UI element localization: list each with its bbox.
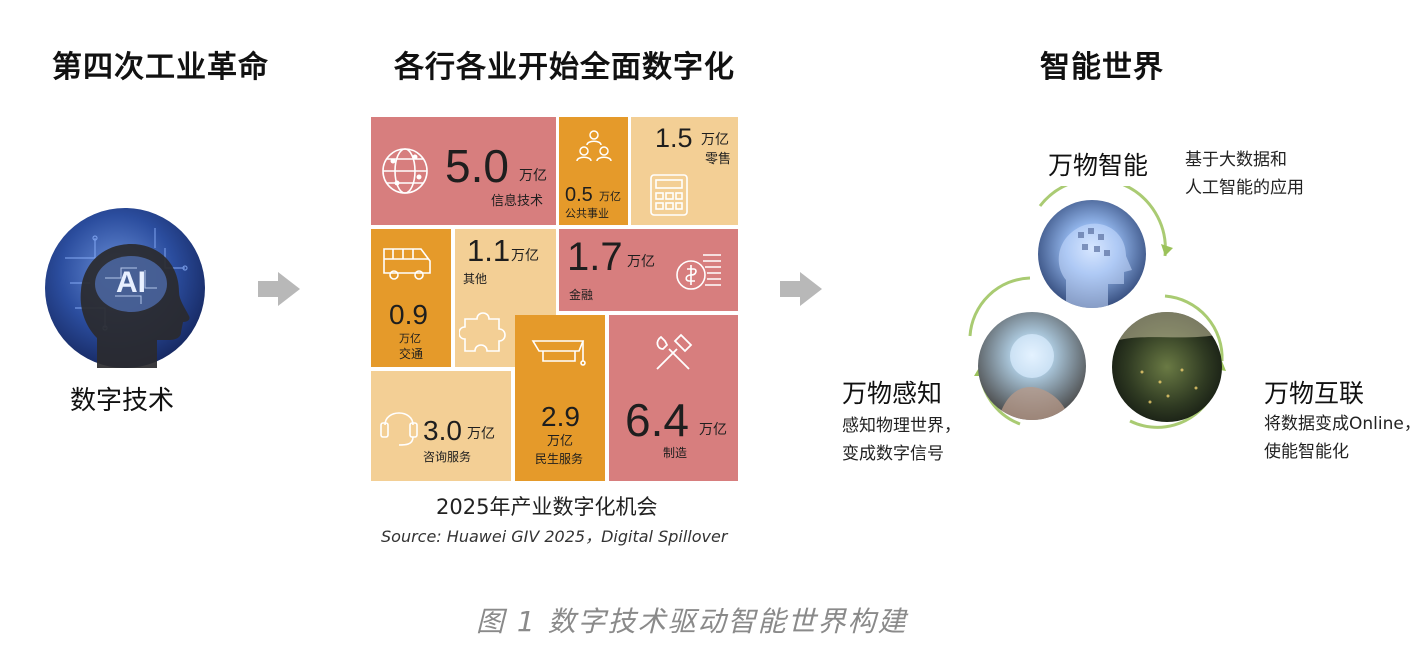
- section-title-intelligent-world: 智能世界: [1040, 50, 1164, 85]
- tile-public-unit: 万亿: [599, 190, 621, 203]
- tools-icon: [656, 333, 693, 370]
- section-title-digitalization: 各行各业开始全面数字化: [394, 50, 735, 85]
- intelligence-title: 万物智能: [1048, 151, 1149, 180]
- interconnect-desc-1: 将数据变成Online，: [1264, 414, 1421, 434]
- interconnect-title: 万物互联: [1264, 379, 1365, 408]
- perception-title: 万物感知: [842, 379, 943, 408]
- tile-manufacturing-label: 制造: [663, 446, 688, 460]
- flow-arrow-2: [780, 272, 824, 306]
- ai-badge-text: AI: [116, 266, 146, 299]
- tile-manufacturing-unit: 万亿: [699, 422, 727, 438]
- tile-transport-label: 交通: [399, 347, 424, 361]
- calculator-icon: [650, 174, 688, 216]
- tile-transport-value: 0.9: [389, 299, 428, 330]
- ring-top: [1038, 186, 1167, 257]
- tile-manufacturing-value: 6.4: [625, 394, 689, 446]
- headset-icon: [380, 412, 418, 446]
- industry-treemap: 5.0 万亿 信息技术 0.5 万亿 公共事业 1.5 万亿 零售: [371, 117, 738, 481]
- perception-image: [978, 312, 1086, 420]
- tile-finance-unit: 万亿: [627, 254, 655, 270]
- graduation-cap-icon: [531, 340, 586, 366]
- tile-other-label: 其他: [463, 272, 488, 286]
- digital-tech-label: 数字技术: [70, 386, 175, 416]
- intelligence-image: [1038, 200, 1146, 308]
- tile-consulting-label: 咨询服务: [423, 450, 472, 464]
- tile-manufacturing: 6.4 万亿 制造: [609, 315, 738, 481]
- tile-information-technology: 5.0 万亿 信息技术: [371, 117, 556, 225]
- perception-desc-1: 感知物理世界，: [842, 416, 961, 436]
- tile-livelihood-unit: 万亿: [547, 434, 574, 449]
- ai-head-image: AI: [45, 208, 205, 368]
- tile-public-utilities: 0.5 万亿 公共事业: [559, 117, 628, 225]
- perception-desc-2: 变成数字信号: [842, 444, 944, 464]
- tile-livelihood-label: 民生服务: [535, 452, 584, 466]
- flow-arrow-1: [258, 272, 302, 306]
- interconnect-desc-2: 使能智能化: [1264, 442, 1349, 462]
- tile-finance-label: 金融: [569, 288, 594, 302]
- tile-consulting-value: 3.0: [423, 415, 462, 446]
- tile-consulting: 3.0 万亿 咨询服务: [371, 371, 511, 481]
- tile-retail-label: 零售: [705, 152, 732, 167]
- treemap-source: Source: Huawei GIV 2025，Digital Spillove…: [381, 527, 728, 546]
- tile-other-unit: 万亿: [511, 248, 539, 264]
- tile-finance-value: 1.7: [567, 235, 623, 279]
- tile-retail-unit: 万亿: [701, 132, 729, 148]
- coins-icon: [676, 254, 721, 290]
- tile-finance: 1.7 万亿 金融: [559, 229, 738, 311]
- intelligence-desc-2: 人工智能的应用: [1185, 178, 1304, 198]
- tile-retail: 1.5 万亿 零售: [631, 117, 738, 225]
- interconnect-image: [1112, 312, 1222, 422]
- section-title-revolution: 第四次工业革命: [52, 50, 269, 85]
- tile-it-value: 5.0: [445, 140, 509, 192]
- tile-it-label: 信息技术: [491, 194, 544, 209]
- tile-other-value: 1.1: [467, 233, 511, 268]
- globe-network-icon: [382, 148, 428, 194]
- ring-left: [968, 276, 1031, 337]
- ring-right: [1164, 294, 1224, 362]
- bus-icon: [383, 248, 431, 280]
- treemap-caption: 2025年产业数字化机会: [436, 495, 658, 519]
- figure-caption: 图 1 数字技术驱动智能世界构建: [476, 605, 908, 638]
- tile-livelihood-services: 2.9 万亿 民生服务: [515, 315, 605, 481]
- puzzle-icon: [459, 312, 506, 352]
- tile-transport: 0.9 万亿 交通: [371, 229, 451, 367]
- tile-livelihood-value: 2.9: [541, 401, 580, 432]
- tile-consulting-unit: 万亿: [467, 426, 495, 442]
- tile-transport-unit: 万亿: [399, 332, 421, 345]
- tile-it-unit: 万亿: [519, 168, 547, 184]
- intelligence-desc-1: 基于大数据和: [1185, 150, 1287, 170]
- tile-public-label: 公共事业: [565, 207, 609, 220]
- people-group-icon: [576, 130, 612, 162]
- tile-public-value: 0.5: [565, 184, 593, 206]
- tile-retail-value: 1.5: [655, 123, 693, 153]
